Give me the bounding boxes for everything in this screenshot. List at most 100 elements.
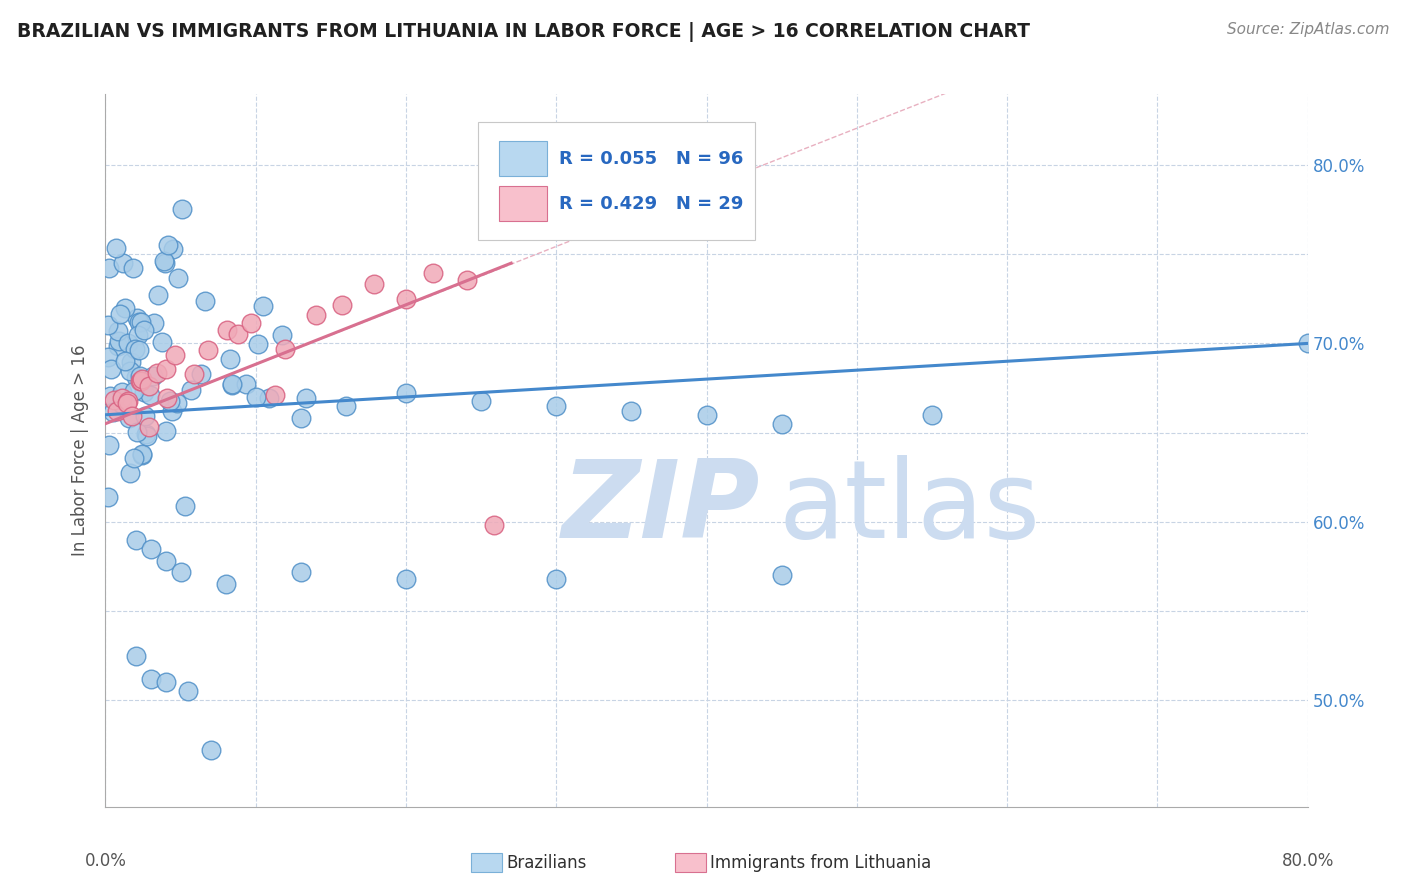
Point (128, 368, 150, 383)
Point (124, 533, 146, 547)
Point (129, 315, 152, 329)
Point (139, 672, 162, 686)
Point (247, 337, 270, 351)
FancyBboxPatch shape (499, 186, 547, 220)
Point (395, 572, 418, 586)
Point (114, 354, 136, 368)
Point (139, 387, 162, 401)
Point (226, 326, 249, 341)
Point (107, 324, 129, 338)
Point (456, 272, 478, 286)
Point (190, 367, 212, 381)
Point (134, 384, 156, 399)
Text: Source: ZipAtlas.com: Source: ZipAtlas.com (1226, 22, 1389, 37)
Point (127, 425, 149, 439)
Point (157, 238, 180, 252)
Point (159, 393, 181, 408)
Point (135, 426, 157, 441)
Point (131, 447, 153, 461)
Text: 0.0%: 0.0% (84, 852, 127, 870)
Point (134, 323, 156, 337)
Point (240, 316, 263, 330)
Point (103, 392, 125, 407)
FancyBboxPatch shape (499, 142, 547, 176)
Point (155, 361, 177, 376)
Point (124, 648, 146, 663)
Point (98, 260, 121, 275)
Point (142, 368, 165, 383)
Text: atlas: atlas (779, 455, 1040, 560)
Point (122, 451, 145, 466)
Point (252, 299, 274, 313)
Point (546, 399, 568, 413)
Point (129, 374, 152, 388)
Point (395, 292, 418, 306)
Point (107, 339, 129, 353)
Point (104, 241, 127, 255)
Point (97, 490, 120, 504)
Point (108, 334, 131, 348)
Point (131, 448, 153, 462)
Point (155, 554, 177, 568)
Text: R = 0.055   N = 96: R = 0.055 N = 96 (558, 150, 742, 168)
Point (138, 419, 160, 434)
Point (470, 393, 492, 408)
Point (124, 342, 146, 356)
Point (117, 396, 139, 410)
Point (111, 397, 134, 411)
Point (98, 438, 121, 452)
Point (921, 408, 943, 422)
Point (105, 404, 128, 418)
Point (134, 409, 156, 424)
Point (290, 565, 312, 579)
Point (221, 378, 243, 392)
Point (395, 386, 418, 401)
Point (129, 374, 152, 388)
Point (165, 348, 187, 362)
Point (177, 684, 200, 698)
Point (169, 565, 191, 579)
Point (97, 350, 120, 364)
Point (112, 256, 135, 270)
Point (125, 370, 148, 384)
Point (270, 328, 292, 343)
Point (290, 411, 312, 425)
Point (180, 384, 202, 398)
Text: Immigrants from Lithuania: Immigrants from Lithuania (710, 854, 931, 871)
Point (136, 429, 159, 443)
Point (108, 307, 131, 321)
Point (620, 404, 643, 418)
Point (152, 254, 174, 268)
Point (150, 335, 173, 350)
Point (214, 577, 236, 591)
Point (139, 541, 162, 556)
Point (118, 364, 141, 378)
Point (696, 408, 718, 422)
Point (97, 318, 120, 332)
Point (101, 405, 124, 419)
Point (162, 404, 184, 418)
Point (127, 328, 149, 343)
Point (111, 391, 134, 405)
Point (264, 388, 287, 402)
Point (200, 743, 222, 757)
Point (98, 390, 121, 404)
Point (197, 343, 219, 357)
Point (183, 368, 205, 382)
Point (128, 343, 150, 357)
Point (156, 391, 179, 405)
Point (363, 277, 385, 292)
Point (770, 568, 793, 582)
Point (770, 417, 793, 431)
Point (219, 351, 242, 366)
Point (118, 466, 141, 480)
Text: BRAZILIAN VS IMMIGRANTS FROM LITHUANIA IN LABOR FORCE | AGE > 16 CORRELATION CHA: BRAZILIAN VS IMMIGRANTS FROM LITHUANIA I… (17, 22, 1029, 42)
Point (121, 409, 143, 424)
Point (118, 411, 141, 425)
Point (142, 317, 165, 331)
Point (124, 384, 146, 398)
Point (257, 391, 280, 405)
Point (100, 361, 122, 376)
Point (422, 266, 444, 280)
Text: 80.0%: 80.0% (1281, 852, 1334, 870)
